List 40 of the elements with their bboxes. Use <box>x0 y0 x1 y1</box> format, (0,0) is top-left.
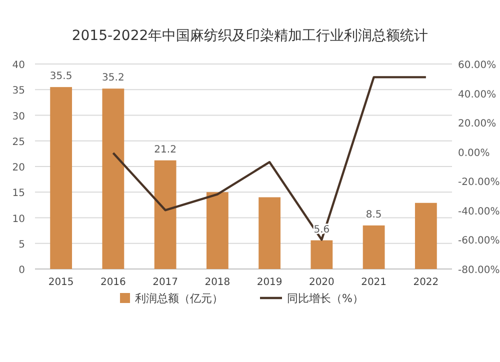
bar <box>258 197 281 269</box>
x-tick-label: 2021 <box>361 277 387 288</box>
bar <box>154 160 176 269</box>
bar <box>102 88 124 269</box>
bar <box>50 87 72 269</box>
x-tick-label: 2022 <box>413 277 439 288</box>
y-tick-label: 30 <box>12 111 25 122</box>
y-tick-label: 5 <box>18 239 25 250</box>
y2-tick-label: 60.00% <box>458 60 496 71</box>
chart-title: 2015-2022年中国麻纺织及印染精加工行业利润总额统计 <box>72 28 428 44</box>
y-tick-label: 20 <box>12 162 25 174</box>
bar <box>310 240 333 269</box>
bar <box>206 192 228 269</box>
x-tick-label: 2017 <box>152 277 178 288</box>
legend-label: 同比增长（%） <box>287 292 364 305</box>
y2-tick-label: 40.00% <box>458 89 496 100</box>
y2-tick-label: -40.00% <box>458 206 500 218</box>
data-label: 35.2 <box>102 72 124 84</box>
bar <box>362 225 385 269</box>
bar <box>414 202 437 269</box>
y-tick-label: 15 <box>12 188 25 200</box>
data-label: 8.5 <box>366 209 382 220</box>
y-tick-label: 0 <box>18 265 25 276</box>
y-tick-label: 35 <box>12 86 25 97</box>
y2-tick-label: -80.00% <box>458 265 500 276</box>
x-tick-label: 2016 <box>100 277 126 288</box>
data-label: 21.2 <box>154 144 176 156</box>
x-tick-label: 2018 <box>204 277 230 288</box>
y2-tick-label: 20.00% <box>458 118 496 130</box>
y2-tick-label: -20.00% <box>458 177 500 188</box>
x-tick-label: 2015 <box>48 277 74 288</box>
y2-tick-label: 0.00% <box>458 148 490 159</box>
x-tick-label: 2019 <box>256 277 282 288</box>
legend-label: 利润总额（亿元） <box>135 292 223 305</box>
y-tick-label: 25 <box>12 136 25 148</box>
y2-tick-label: -60.00% <box>458 236 500 247</box>
y-tick-label: 10 <box>12 214 25 225</box>
x-tick-label: 2020 <box>308 277 334 288</box>
data-label: 35.5 <box>50 71 72 82</box>
y-tick-label: 40 <box>12 60 25 71</box>
